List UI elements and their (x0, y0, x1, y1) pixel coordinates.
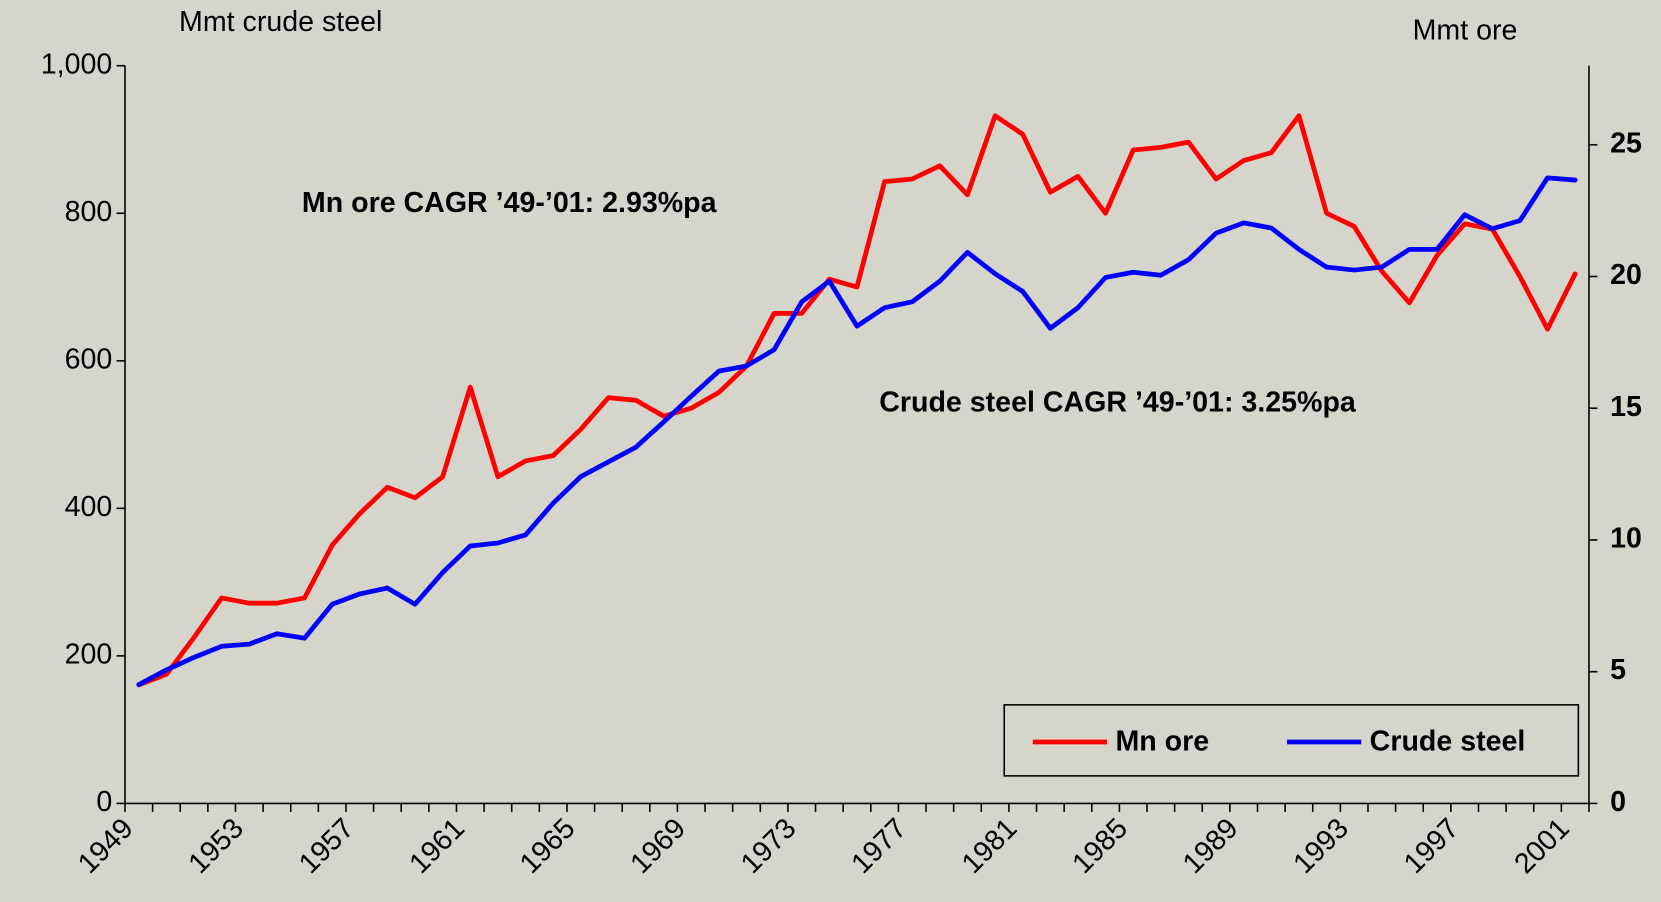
x-tick-label: 1969 (624, 812, 692, 880)
y2-tick-label: 20 (1610, 259, 1642, 291)
legend-box (1003, 704, 1580, 777)
y2-tick-label: 10 (1610, 523, 1642, 555)
annotation: Mn ore CAGR ’49-’01: 2.93%pa (302, 187, 718, 219)
series-line (136, 175, 1578, 688)
x-tick-label: 1965 (514, 812, 582, 880)
y2-tick-label: 25 (1610, 127, 1642, 159)
x-tick-label: 1961 (403, 812, 471, 880)
x-tick-label: 1953 (182, 812, 250, 880)
y2-tick-label: 15 (1610, 391, 1642, 423)
y-tick-label: 400 (65, 491, 113, 523)
x-tick-label: 1985 (1066, 812, 1134, 880)
y2-axis-title: Mmt ore (1413, 14, 1518, 46)
x-tick-label: 1977 (845, 812, 913, 880)
x-tick-label: 2001 (1508, 812, 1576, 880)
y-tick-label: 1,000 (41, 48, 113, 80)
x-tick-label: 1957 (293, 812, 361, 880)
x-tick-label: 1989 (1177, 812, 1245, 880)
x-tick-label: 1949 (72, 812, 140, 880)
y2-tick-label: 5 (1610, 654, 1626, 686)
y-tick-label: 0 (96, 786, 112, 818)
y-tick-label: 800 (65, 196, 113, 228)
y-tick-label: 600 (65, 343, 113, 375)
y-axis-title: Mmt crude steel (179, 6, 382, 38)
x-tick-label: 1997 (1398, 812, 1466, 880)
x-tick-label: 1973 (735, 812, 803, 880)
x-tick-label: 1981 (956, 812, 1024, 880)
y2-tick-label: 0 (1610, 786, 1626, 818)
y-tick-label: 200 (65, 638, 113, 670)
legend-label: Crude steel (1370, 726, 1526, 758)
series-line (136, 113, 1578, 688)
x-tick-label: 1993 (1287, 812, 1355, 880)
annotation: Crude steel CAGR ’49-’01: 3.25%pa (879, 386, 1357, 418)
legend-label: Mn ore (1115, 726, 1209, 758)
